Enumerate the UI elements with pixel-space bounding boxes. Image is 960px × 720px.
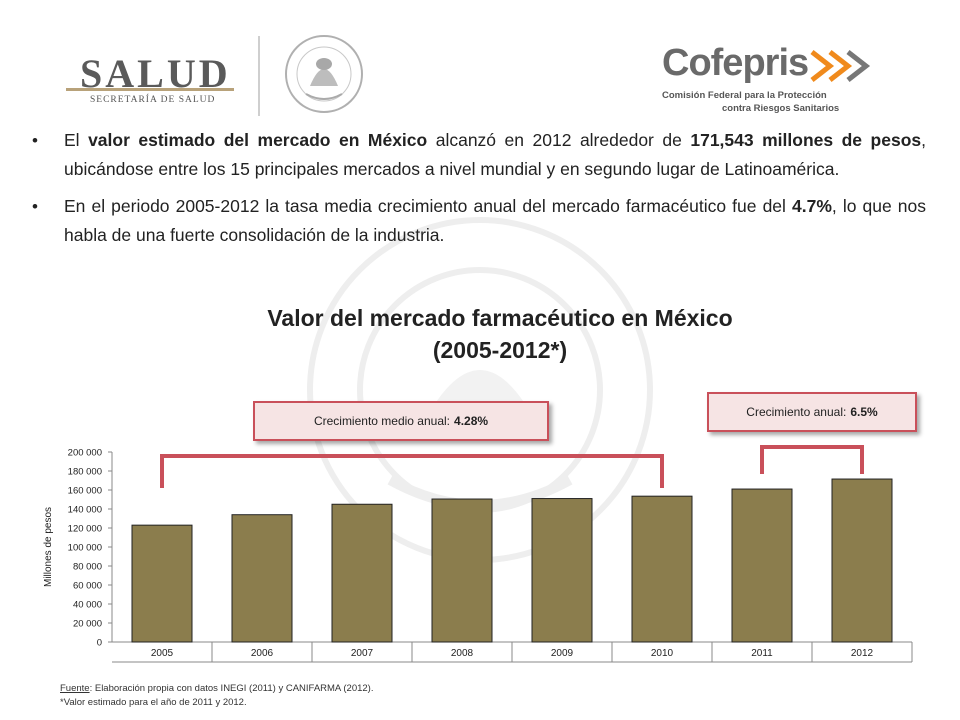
cofepris-subtitle-2: contra Riesgos Sanitarios (722, 103, 840, 114)
salud-logo: SALUD SECRETARÍA DE SALUD (66, 44, 236, 114)
bullet-1-bold-1: valor estimado del mercado en México (88, 130, 428, 150)
x-tick-label: 2006 (251, 648, 274, 659)
y-tick-label: 160 000 (68, 486, 102, 497)
national-seal-icon (285, 35, 363, 113)
bullet-2-bold-1: 4.7% (792, 196, 832, 216)
annotation-avg-growth-label: Crecimiento medio anual: (313, 414, 451, 428)
header-divider (258, 36, 260, 116)
footnote-source-text: : Elaboración propia con datos INEGI (20… (89, 683, 374, 694)
y-tick-label: 80 000 (73, 562, 102, 573)
salud-subtitle: SECRETARÍA DE SALUD (90, 95, 216, 105)
bullet-1-text-2: alcanzó en 2012 alrededor de (427, 130, 691, 150)
bullet-2-text-2: , lo que nos habla de una fuerte consoli… (64, 196, 926, 245)
y-tick-label: 100 000 (68, 543, 102, 554)
bar-2008 (431, 498, 493, 643)
bullet-1: • El valor estimado del mercado en Méxic… (30, 126, 926, 184)
salud-rule (66, 88, 234, 91)
arrows-icon (810, 50, 871, 82)
y-tick-label: 120 000 (68, 524, 102, 535)
y-tick-label: 200 000 (68, 448, 102, 459)
bar-2009 (531, 498, 593, 643)
x-tick-label: 2012 (851, 648, 874, 659)
bar-2010 (631, 495, 693, 643)
bracket-2005-2010 (160, 454, 664, 488)
bar-2011 (731, 488, 793, 643)
annotation-avg-growth-value: 4.28% (454, 414, 489, 428)
footnote-source-label: Fuente (60, 683, 90, 694)
footnote: Fuente: Elaboración propia con datos INE… (60, 682, 373, 710)
x-tick-label: 2010 (651, 648, 674, 659)
bar-2006 (231, 514, 293, 643)
bar-2012 (831, 478, 893, 643)
annotation-annual-growth-value: 6.5% (850, 405, 878, 419)
annotation-avg-growth: Crecimiento medio anual: 4.28% (253, 401, 549, 441)
bracket-2011-2012 (760, 445, 864, 474)
y-axis-label: Millones de pesos (43, 507, 54, 587)
cofepris-title: Cofepris (662, 42, 809, 84)
bullet-list: • El valor estimado del mercado en Méxic… (30, 126, 926, 258)
y-tick-label: 20 000 (73, 619, 102, 630)
bullet-2: • En el periodo 2005-2012 la tasa media … (30, 192, 926, 250)
bullet-1-bold-2: 171,543 millones de pesos (690, 130, 922, 150)
annotation-annual-growth-label: Crecimiento anual: (746, 405, 847, 419)
cofepris-subtitle-1: Comisión Federal para la Protección (662, 90, 827, 101)
annotation-annual-growth: Crecimiento anual: 6.5% (707, 392, 917, 432)
chart-title: Valor del mercado farmacéutico en México… (190, 302, 810, 366)
y-tick-label: 40 000 (73, 600, 102, 611)
chart-title-line-1: Valor del mercado farmacéutico en México (267, 305, 733, 331)
y-tick-label: 60 000 (73, 581, 102, 592)
y-tick-label: 180 000 (68, 467, 102, 478)
x-tick-label: 2011 (751, 648, 773, 659)
bullet-dot-icon: • (32, 131, 38, 150)
bar-2005 (131, 524, 193, 643)
y-tick-label: 140 000 (68, 505, 102, 516)
x-tick-label: 2007 (351, 648, 374, 659)
cofepris-logo: Cofepris Comisión Federal para la Protec… (662, 42, 892, 132)
bullet-2-text-1: En el periodo 2005-2012 la tasa media cr… (64, 196, 792, 216)
x-tick-label: 2008 (451, 648, 474, 659)
x-tick-label: 2005 (151, 648, 174, 659)
bullet-dot-icon: • (32, 197, 38, 216)
x-tick-label: 2009 (551, 648, 574, 659)
y-tick-label: 0 (97, 638, 102, 649)
bar-2007 (331, 503, 393, 643)
chart-title-line-2: (2005-2012*) (432, 337, 568, 363)
footnote-note: *Valor estimado para el año de 2011 y 20… (60, 697, 247, 708)
bullet-1-text-1: El (64, 130, 89, 150)
bullet-1-text-3: , ubicándose entre los 15 principales me… (64, 130, 926, 179)
